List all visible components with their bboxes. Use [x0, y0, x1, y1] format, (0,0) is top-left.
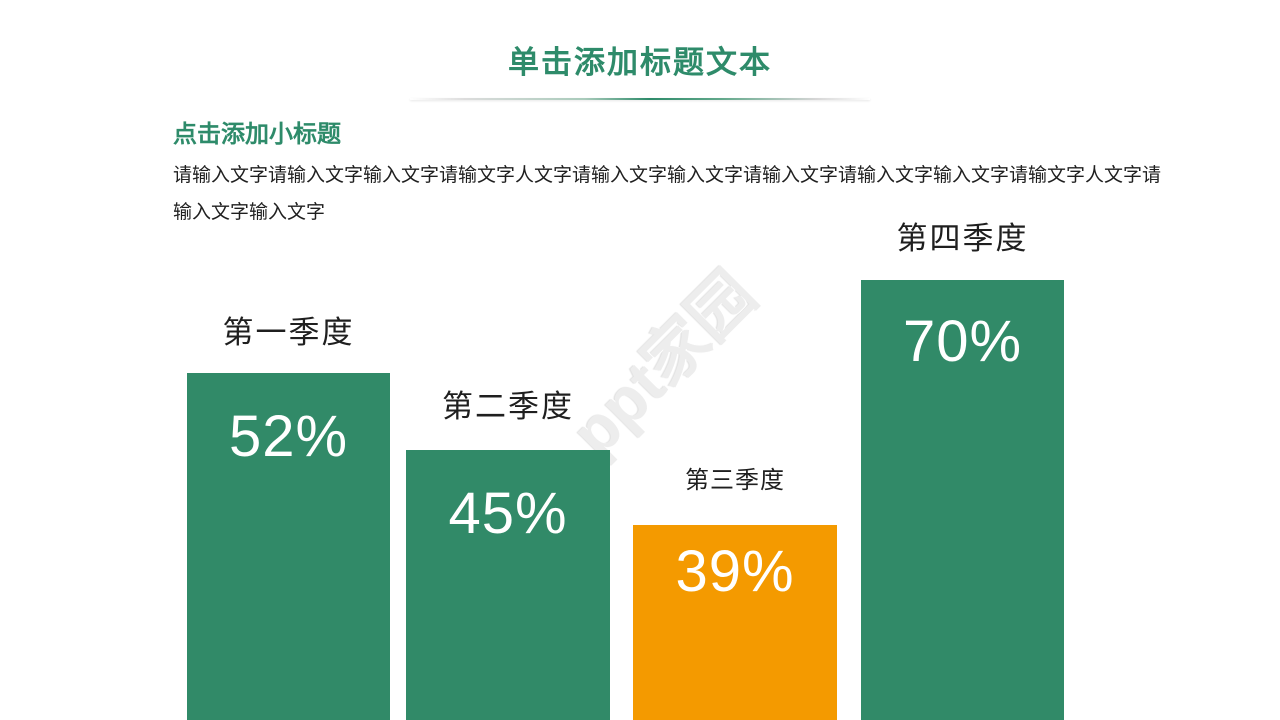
slide-subtitle: 点击添加小标题 — [173, 121, 341, 148]
bar-q1: 52% — [187, 373, 390, 720]
bar-value-q1: 52% — [228, 404, 349, 469]
bar-group-q4: 第四季度 70% — [861, 213, 1064, 720]
title-divider-line — [410, 98, 870, 100]
bar-group-q3: 第三季度 39% — [633, 460, 837, 720]
bar-label-q2: 第二季度 — [442, 389, 574, 424]
bar-value-q3: 39% — [675, 539, 795, 604]
bar-label-q3: 第三季度 — [685, 467, 785, 494]
bar-value-q2: 45% — [448, 481, 568, 546]
slide-title: 单击添加标题文本 — [508, 45, 772, 80]
bar-label-q1: 第一季度 — [222, 315, 355, 350]
bar-q4: 70% — [861, 280, 1064, 720]
bar-q3: 39% — [633, 525, 837, 720]
bar-q2: 45% — [406, 450, 610, 720]
bar-group-q2: 第二季度 45% — [406, 381, 610, 720]
bar-group-q1: 第一季度 52% — [187, 307, 390, 720]
body-placeholder-text: 请输入文字请输入文字输入文字请输文字人文字请输入文字输入文字请输入文字请输入文字… — [173, 165, 1162, 223]
bar-value-q4: 70% — [902, 309, 1023, 374]
bar-label-q4: 第四季度 — [896, 221, 1029, 256]
